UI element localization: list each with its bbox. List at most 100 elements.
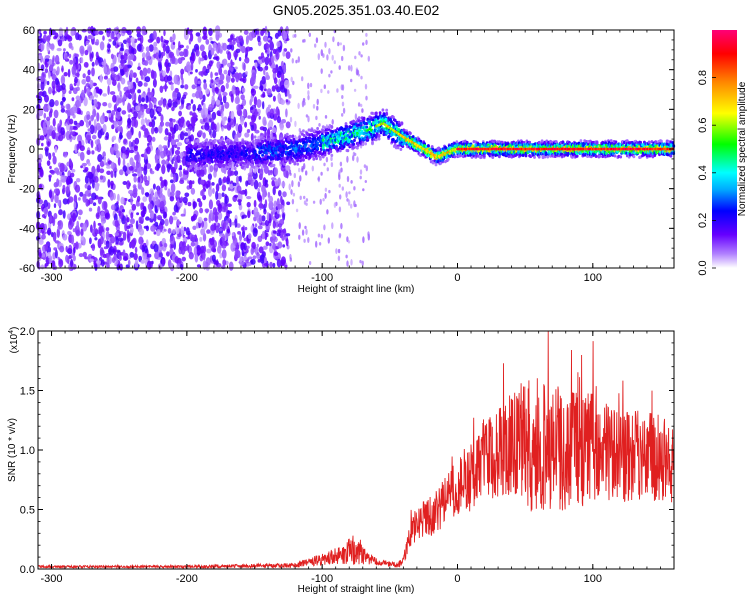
spectrogram-cell	[234, 96, 240, 105]
spectrogram-cell	[153, 116, 157, 120]
spectrogram-cell	[137, 182, 142, 190]
spectrogram-cell	[63, 72, 68, 77]
spectrogram-cell	[352, 142, 355, 146]
spectrogram-cell	[94, 237, 98, 241]
spectrogram-cell	[244, 121, 248, 128]
spectrogram-cell	[41, 142, 44, 147]
spectrogram-cell	[244, 132, 250, 138]
spectrogram-cell	[250, 164, 254, 168]
spectrogram-cell	[189, 180, 193, 190]
spectrogram-cell	[339, 194, 342, 200]
spectrogram-cell	[82, 193, 87, 203]
spectrogram-cell	[71, 97, 75, 102]
spectrogram-cell	[127, 118, 132, 124]
spectrogram-cell	[353, 88, 357, 92]
spectrogram-cell	[172, 33, 176, 41]
spectrogram-cell	[273, 77, 278, 85]
spectrogram-cell	[309, 82, 313, 88]
spectrogram-cell	[231, 221, 235, 226]
spectrogram-cell	[152, 30, 157, 40]
spectrogram-cell	[164, 128, 169, 136]
spectrogram-cell	[173, 204, 179, 213]
spectrogram-cell	[131, 48, 135, 53]
spectrogram-cell	[379, 131, 383, 135]
spectrogram-cell	[171, 118, 176, 123]
spectrogram-cell	[102, 93, 107, 97]
spectrogram-cell	[75, 60, 79, 70]
spectrogram-cell	[271, 136, 275, 140]
spectrogram-cell	[246, 165, 249, 169]
spectrogram-cell	[40, 264, 45, 270]
spectrogram-cell	[65, 186, 70, 195]
spectrogram-cell	[58, 134, 64, 142]
spectrogram-cell	[185, 227, 190, 236]
spectrogram-cell	[110, 67, 114, 72]
spectrogram-cell	[337, 41, 340, 47]
spectrogram-cell	[277, 229, 282, 234]
spectrogram-cell	[54, 193, 59, 204]
spectrogram-cell	[278, 190, 282, 197]
spectrogram-cell	[175, 190, 181, 198]
spectrogram-cell	[134, 259, 139, 269]
spectrogram-cell	[293, 173, 296, 179]
spectrogram-cell	[216, 159, 220, 164]
spectrogram-cell	[399, 147, 403, 151]
spectrogram-cell	[271, 141, 275, 146]
spectrogram-cell	[48, 64, 54, 73]
spectrogram-cell	[71, 46, 74, 51]
spectrogram-cell	[274, 147, 278, 151]
spectrogram-cell	[91, 61, 95, 67]
spectrogram-cell	[134, 246, 138, 254]
spectrogram-cell	[273, 200, 277, 208]
spectrogram-cell	[57, 220, 64, 230]
spectrogram-cell	[106, 165, 111, 169]
spectrogram-cell	[326, 131, 330, 135]
spectrogram-cell	[163, 39, 169, 44]
spectrogram-cell	[330, 153, 334, 157]
spectrogram-cell	[111, 109, 116, 116]
spectrogram-cell	[157, 185, 160, 195]
spectrogram-cell	[89, 51, 92, 59]
spectrogram-cell	[74, 184, 81, 193]
spectrogram-cell	[102, 123, 107, 133]
spectrogram-cell	[347, 127, 351, 131]
spectrogram-cell	[153, 46, 158, 51]
spectrogram-cell	[409, 131, 412, 135]
spectrogram-cell	[344, 137, 348, 141]
spectrogram-cell	[133, 119, 139, 128]
spectrogram-cell	[302, 129, 305, 133]
spectrogram-cell	[91, 192, 97, 201]
spectrogram-cell	[158, 124, 163, 134]
spectrogram-cell	[113, 36, 118, 41]
spectrogram-cell	[270, 211, 274, 221]
spectrogram-cell	[42, 121, 46, 130]
spectrogram-cell	[159, 187, 163, 194]
spectrogram-cell	[126, 37, 132, 44]
spectrogram-cell	[109, 191, 114, 201]
spectrogram-cell	[184, 84, 189, 90]
spectrogram-cell	[229, 164, 232, 168]
spectrogram-cell	[171, 144, 175, 155]
spectrogram-cell	[209, 238, 215, 246]
spectrogram-cell	[71, 169, 76, 173]
spectrogram-cell	[324, 192, 327, 199]
spectrogram-cell	[46, 116, 51, 122]
spectrogram-cell	[164, 179, 168, 187]
spectrogram-cell	[229, 170, 235, 176]
spectrogram-cell	[166, 251, 170, 257]
spectrogram-cell	[80, 228, 84, 237]
spectrogram-cell	[272, 242, 276, 250]
spectrogram-cell	[144, 180, 150, 186]
spectrogram-cell	[316, 126, 319, 131]
spectrogram-cell	[133, 253, 138, 261]
spectrogram-cell	[303, 238, 306, 243]
spectrogram-cell	[116, 107, 122, 113]
spectrogram-cell	[71, 65, 77, 76]
spectrogram-cell	[222, 91, 228, 97]
spectrogram-cell	[248, 144, 252, 148]
spectrogram-cell	[137, 37, 142, 41]
spectrogram-cell	[156, 163, 161, 169]
spectrogram-cell	[202, 65, 207, 76]
spectrogram-cell	[126, 217, 130, 223]
spectrogram-cell	[82, 238, 86, 246]
